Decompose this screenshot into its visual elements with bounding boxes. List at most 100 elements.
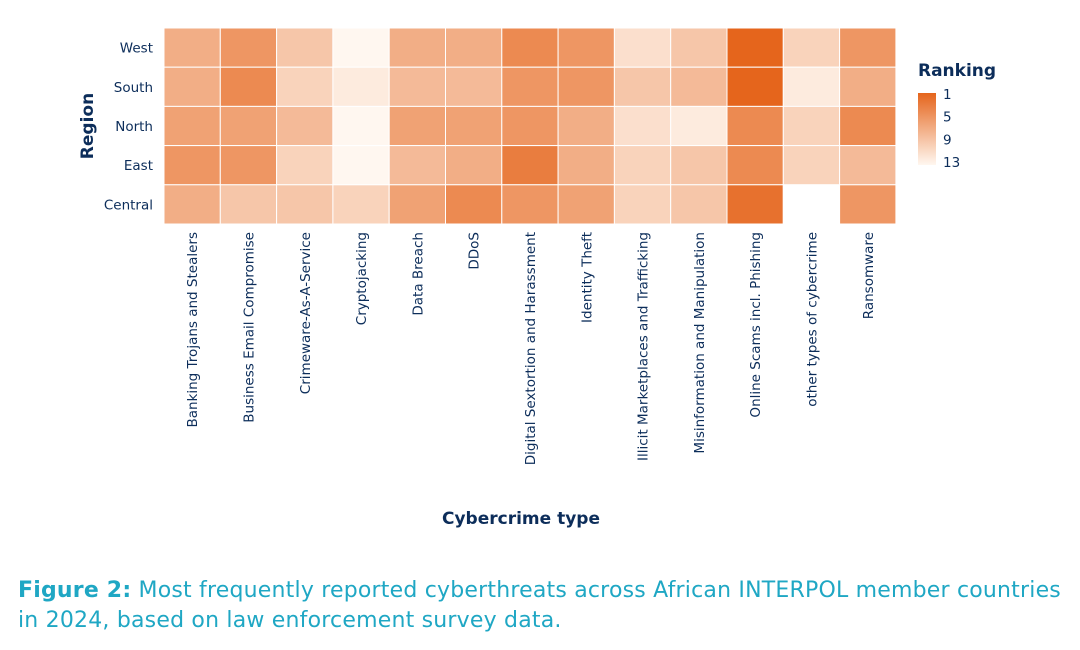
heatmap-cell: [501, 184, 559, 225]
figure-caption: Figure 2: Most frequently reported cyber…: [18, 576, 1068, 636]
row-label: East: [124, 158, 153, 174]
legend-tick-label: 13: [943, 155, 960, 171]
heatmap-cell: [839, 66, 897, 107]
legend-ticks: 1 5 9 13: [943, 87, 960, 171]
column-label: Crimeware-As-A-Service: [298, 232, 314, 394]
heatmap-cell: [219, 184, 278, 225]
heatmap-cell: [332, 184, 390, 225]
heatmap-cell: [276, 145, 334, 186]
caption-lead: Figure 2:: [18, 578, 132, 603]
heatmap-cell: [557, 145, 615, 186]
heatmap-cell: [332, 145, 390, 186]
legend-color-bar: [918, 93, 936, 165]
heatmap-cell: [613, 105, 672, 147]
heatmap-cell: [445, 105, 503, 147]
heatmap-cell: [163, 145, 221, 186]
heatmap-chart: West South North East Central Banking Trojan…: [78, 27, 996, 529]
heatmap-cell: [613, 184, 672, 225]
heatmap-cell: [726, 105, 784, 147]
heatmap-cell: [276, 105, 334, 147]
row-label: Central: [104, 197, 153, 213]
heatmap-cell: [670, 66, 728, 107]
heatmap-cell: [839, 105, 897, 147]
heatmap-cell: [670, 27, 728, 68]
column-label: Business Email Compromise: [241, 232, 257, 423]
heatmap-cell: [276, 184, 334, 225]
heatmap-cell: [163, 105, 221, 147]
y-axis-title: Region: [78, 93, 98, 159]
heatmap-cell: [388, 145, 447, 186]
heatmap-cell: [388, 66, 447, 107]
heatmap-cell: [501, 27, 559, 68]
heatmap-cell: [782, 105, 841, 147]
heatmap-cell: [782, 66, 841, 107]
column-label: Misinformation and Manipulation: [692, 232, 708, 454]
row-label: South: [114, 80, 153, 96]
heatmap-cell: [219, 27, 278, 68]
heatmap-cell: [219, 145, 278, 186]
legend-tick-label: 1: [943, 87, 952, 103]
heatmap-cell: [388, 184, 447, 225]
heatmap-cell: [726, 184, 784, 225]
heatmap-cell: [332, 27, 390, 68]
heatmap-cell: [782, 27, 841, 68]
heatmap-cell: [613, 145, 672, 186]
heatmap-cells: [163, 27, 897, 225]
heatmap-cell: [445, 66, 503, 107]
column-label: Illicit Marketplaces and Trafficking: [636, 232, 652, 461]
legend-tick-label: 9: [943, 132, 952, 148]
row-label: North: [115, 119, 153, 135]
row-label: West: [120, 41, 153, 57]
heatmap-cell: [782, 145, 841, 186]
heatmap-cell: [276, 66, 334, 107]
heatmap-cell: [726, 145, 784, 186]
column-label: Identity Theft: [579, 232, 595, 323]
heatmap-cell: [782, 184, 841, 225]
heatmap-cell: [445, 27, 503, 68]
column-label: Banking Trojans and Stealers: [185, 232, 201, 428]
heatmap-cell: [670, 145, 728, 186]
caption-text: Most frequently reported cyberthreats ac…: [18, 578, 1061, 633]
heatmap-cell: [670, 105, 728, 147]
x-axis-title: Cybercrime type: [442, 509, 600, 529]
legend: Ranking 1 5 9 13: [918, 61, 996, 171]
column-tick-labels: Banking Trojans and Stealers Business Ema…: [185, 232, 877, 465]
heatmap-cell: [388, 105, 447, 147]
column-label: Online Scams incl. Phishing: [748, 232, 764, 418]
heatmap-cell: [332, 66, 390, 107]
heatmap-cell: [557, 184, 615, 225]
heatmap-cell: [163, 27, 221, 68]
heatmap-cell: [445, 145, 503, 186]
heatmap-cell: [613, 27, 672, 68]
heatmap-cell: [839, 145, 897, 186]
column-label: DDoS: [467, 232, 483, 270]
heatmap-cell: [276, 27, 334, 68]
column-label: other types of cybercrime: [804, 232, 820, 407]
column-label: Digital Sextortion and Harassment: [523, 232, 539, 465]
heatmap-cell: [557, 66, 615, 107]
heatmap-cell: [501, 105, 559, 147]
row-tick-labels: West South North East Central: [104, 41, 153, 214]
heatmap-cell: [726, 66, 784, 107]
heatmap-cell: [501, 66, 559, 107]
heatmap-cell: [726, 27, 784, 68]
heatmap-cell: [501, 145, 559, 186]
heatmap-cell: [445, 184, 503, 225]
heatmap-cell: [557, 27, 615, 68]
heatmap-cell: [219, 66, 278, 107]
heatmap-cell: [613, 66, 672, 107]
heatmap-cell: [163, 66, 221, 107]
legend-tick-label: 5: [943, 110, 952, 126]
heatmap-cell: [163, 184, 221, 225]
heatmap-cell: [670, 184, 728, 225]
heatmap-cell: [839, 184, 897, 225]
heatmap-cell: [332, 105, 390, 147]
heatmap-cell: [219, 105, 278, 147]
heatmap-cell: [388, 27, 447, 68]
column-label: Cryptojacking: [354, 232, 370, 325]
column-label: Ransomware: [861, 232, 877, 319]
legend-title: Ranking: [918, 61, 996, 81]
heatmap-cell: [557, 105, 615, 147]
column-label: Data Breach: [410, 232, 426, 316]
heatmap-cell: [839, 27, 897, 68]
